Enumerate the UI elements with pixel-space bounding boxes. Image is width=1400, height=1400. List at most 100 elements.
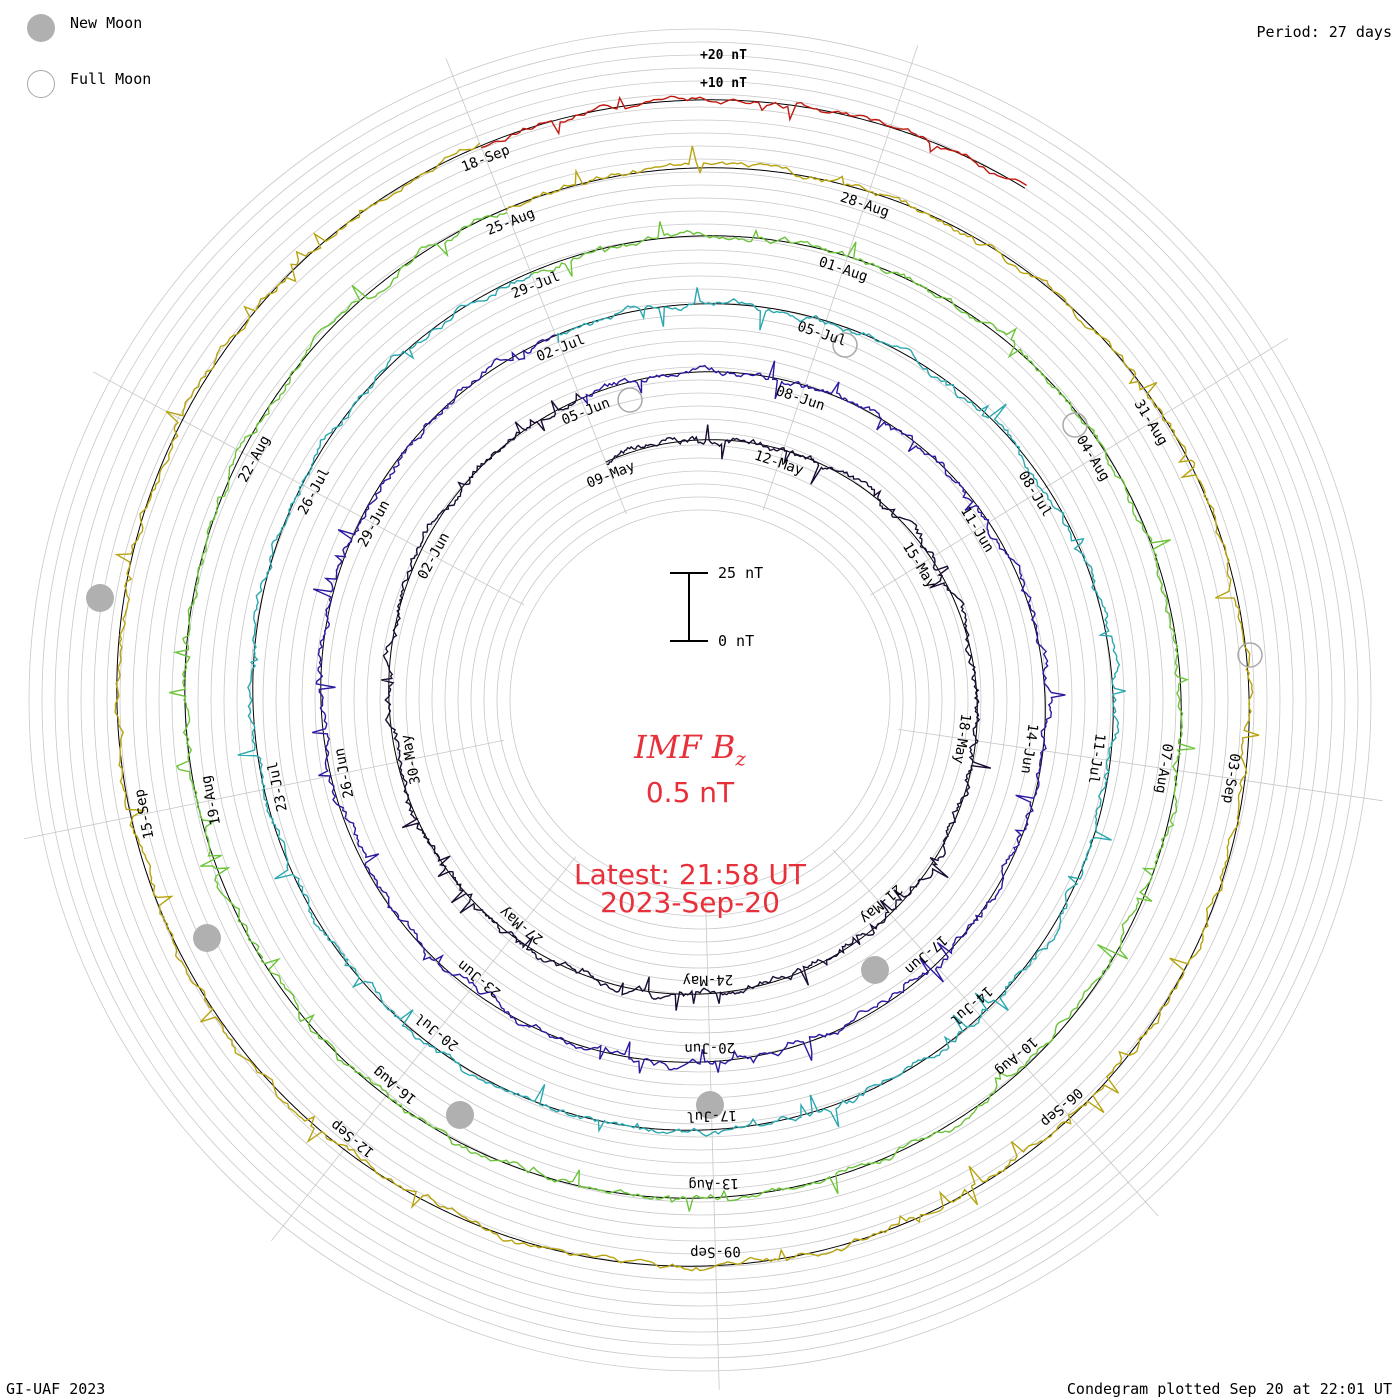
date-label: 26-Jun [332,747,358,800]
date-label: 18-May [950,712,973,764]
grid-spoke [870,338,1288,596]
date-label: 12-May [752,448,805,479]
date-label: 12-Sep [328,1116,378,1160]
new-moon-legend-icon [27,14,55,42]
scale-label-plus20: +20 nT [700,48,747,63]
footer-plot-time: Condegram plotted Sep 20 at 22:01 UT [1066,1380,1392,1398]
grid-ring [509,509,891,891]
grid-ring [340,340,1060,1060]
grid-ring [80,80,1320,1320]
full-moon-legend-icon [27,70,55,98]
date-label: 25-Aug [484,205,537,238]
new-moon-marker [193,924,221,952]
series-trace-1 [381,392,992,1011]
date-label: 10-Aug [992,1033,1040,1079]
grid-spoke [705,899,720,1390]
period-label: Period: 27 days [1256,23,1392,41]
series-trace-3 [237,273,1126,1137]
date-label: 29-Jul [509,269,562,302]
series-traces [114,95,1260,1272]
date-label: 01-Aug [817,254,870,285]
scale-bar-bottom-label: 0 nT [718,632,755,650]
new-moon-marker [861,956,889,984]
latest-date: 2023-Sep-20 [600,886,780,919]
grid-ring [158,158,1242,1242]
new-moon-marker [696,1091,724,1119]
grid-ring [54,54,1346,1346]
grid-ring [483,483,917,917]
current-value: 0.5 nT [645,776,735,809]
grid-ring [236,236,1164,1164]
grid-ring [470,470,930,930]
grid-ring [392,392,1008,1008]
date-label: 14-Jun [1017,722,1040,774]
grid-ring [327,327,1073,1073]
grid-ring [457,457,943,943]
moon-markers [86,332,1263,1129]
grid-spoke [762,45,919,511]
date-label: 09-May [584,458,637,491]
grid-ring [106,106,1294,1294]
date-label: 15-May [899,540,939,591]
new-moon-legend-label: New Moon [70,14,143,32]
grid-ring [210,210,1190,1190]
grid-ring [366,366,1034,1034]
grid-spoke [897,728,1383,802]
latest-time: Latest: 21:58 UT [573,858,807,891]
date-label: 05-Jul [795,319,848,350]
date-label: 13-Aug [688,1175,739,1192]
date-label: 11-Jul [1085,732,1108,784]
baseline-3 [252,271,1114,1131]
grid-ring [28,28,1372,1372]
scale-bar-top-label: 25 nT [718,564,764,582]
grid-ring [418,418,982,982]
grid-spoke [445,58,627,515]
grid-spoke [271,856,577,1241]
chart-title-main: IMF B [634,728,736,766]
footer-credit: GI-UAF 2023 [6,1380,106,1398]
grid-ring [41,41,1359,1359]
grid-ring [275,275,1125,1125]
date-label: 24-May [682,971,733,988]
full-moon-legend-label: Full Moon [70,70,152,88]
grid-ring [431,431,969,969]
grid-ring [249,249,1151,1151]
full-moon-marker [1237,642,1263,668]
grid-ring [93,93,1307,1307]
date-label: 09-Sep [690,1243,741,1260]
new-moon-marker [446,1101,474,1129]
series-trace-2 [312,334,1066,1074]
grid-ring [379,379,1021,1021]
grid-spoke [92,371,525,606]
date-label: 11-Jun [957,504,997,555]
baseline-1 [388,398,978,995]
series-trace-6 [481,95,1027,186]
grid-ring [353,353,1047,1047]
new-moon-marker [86,584,114,612]
date-label: 02-Jul [534,332,587,365]
scale-bar [670,572,708,642]
grid-ring [67,67,1333,1333]
grid-rings [28,28,1372,1372]
grid-ring [223,223,1177,1177]
full-moon-marker [832,332,858,358]
series-trace-5 [114,142,1260,1272]
grid-ring [197,197,1203,1203]
series-trace-4 [169,211,1196,1212]
date-label: 22-Aug [235,433,273,485]
grid-ring [444,444,956,956]
grid-ring [314,314,1086,1086]
full-moon-marker [617,387,643,413]
grid-ring [496,496,904,904]
full-moon-marker [1062,412,1088,438]
grid-ring [119,119,1281,1281]
chart-title: IMF Bz [490,728,890,770]
date-label: 23-Jul [265,760,291,813]
grid-ring [262,262,1138,1138]
baseline-2 [320,335,1046,1063]
grid-ring [171,171,1229,1229]
scale-label-plus10: +10 nT [700,76,747,91]
date-label: 07-Aug [1152,742,1175,794]
date-label: 17-Jun [902,932,950,978]
